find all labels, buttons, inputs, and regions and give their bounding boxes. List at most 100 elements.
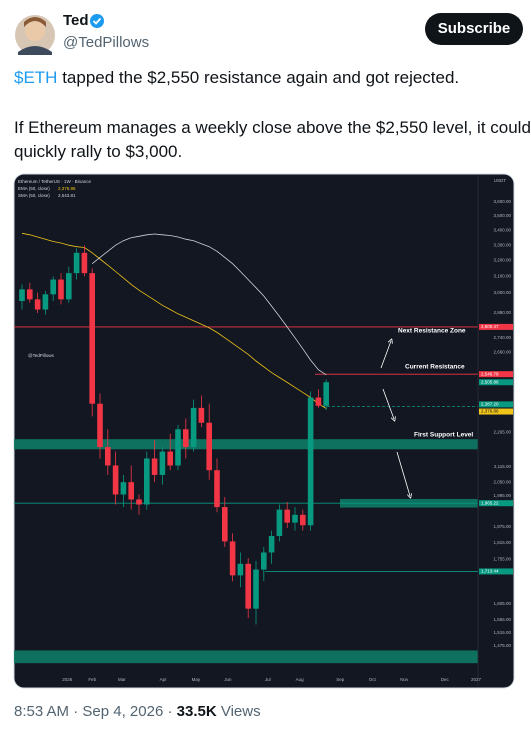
y-tick-label: 2,265.00 — [493, 430, 511, 435]
price-tag-label: 2,376.86 — [481, 409, 499, 414]
candle-body — [261, 552, 267, 570]
candle-body — [167, 451, 173, 466]
plot: 3,600.00 3,500.00 3,400.00 3,300.00 3,200.00… — [14, 176, 513, 686]
y-tick-label: 2,115.00 — [494, 464, 512, 469]
candle-body — [245, 563, 251, 609]
y-tick-label: 3,300.00 — [493, 242, 511, 247]
y-tick-label: 3,500.00 — [493, 213, 511, 218]
candle-body — [159, 451, 166, 475]
legend-value: 2,543.81 — [58, 193, 76, 198]
annotation: Current Resistance — [405, 364, 465, 371]
candle-body — [300, 514, 306, 526]
y-tick-label: 3,400.00 — [493, 228, 511, 233]
y-tick-label: 1,995.00 — [493, 493, 511, 498]
x-tick-label: Jul — [265, 677, 271, 682]
price-tag-label: 2,505.86 — [481, 379, 499, 384]
avatar — [15, 15, 55, 55]
y-tick-label: 2,880.00 — [493, 310, 511, 315]
candle-body — [253, 569, 259, 609]
candle-body — [112, 465, 119, 495]
author-name[interactable]: Ted — [63, 12, 89, 29]
y-tick-label: 3,000.00 — [493, 290, 511, 295]
x-tick-label: Mar — [118, 677, 126, 682]
y-tick-label: 1,515.00 — [493, 630, 511, 635]
tweet-text: If Ethereum manages a weekly close above… — [14, 118, 531, 161]
y-tick-label: 1,815.00 — [493, 540, 511, 545]
ma-line — [21, 232, 327, 409]
x-tick-label: 2027 — [471, 677, 482, 682]
y-tick-label: 3,200.00 — [493, 258, 511, 263]
text: tapped the $2,550 resistance again and g… — [57, 68, 460, 87]
currency-label: USDT — [494, 178, 507, 183]
ma-line — [91, 233, 327, 376]
price-tag — [479, 568, 513, 575]
y-tick-label: 2,050.00 — [493, 479, 511, 484]
candle-body — [136, 499, 142, 505]
zone — [14, 439, 478, 450]
candle-body — [27, 289, 33, 300]
y-tick-label: 1,755.00 — [493, 557, 511, 562]
candle-body — [89, 273, 95, 404]
views-count: 33.5K — [176, 703, 217, 720]
legend-name: EMA (50, close) — [18, 186, 50, 191]
x-tick-label: 2026 — [62, 677, 73, 682]
price-tag-label: 2,546.78 — [481, 371, 499, 376]
y-tick-label: 3,600.00 — [493, 199, 511, 204]
annotation: First Support Level — [414, 432, 473, 439]
candle-body — [19, 289, 25, 302]
zone — [14, 650, 478, 664]
x-tick-label: Dec — [441, 677, 450, 682]
price-tag — [479, 408, 513, 415]
candle-body — [50, 279, 56, 295]
legend-value: 2,376.86 — [58, 186, 76, 191]
candle-body — [237, 563, 244, 576]
y-tick-label: 2,660.00 — [493, 350, 511, 355]
price-tag-label: 2,800.47 — [481, 324, 499, 329]
candle-body — [190, 407, 197, 448]
y-tick-label: 3,100.00 — [493, 274, 511, 279]
price-tag-label: 1,713.44 — [481, 569, 499, 574]
candle-body — [307, 397, 314, 526]
candle-body — [42, 294, 49, 310]
candle-body — [73, 252, 80, 274]
x-tick-label: Feb — [88, 677, 96, 682]
candle-body — [175, 429, 181, 466]
candle-body — [315, 397, 322, 406]
candle-body — [81, 252, 88, 274]
verified-badge — [90, 14, 104, 28]
watermark: @TedPillows — [28, 353, 55, 358]
candle-body — [66, 273, 72, 300]
time[interactable]: 8:53 AM — [14, 703, 70, 720]
chart-image — [13, 173, 515, 689]
cashtag[interactable]: $ETH — [14, 68, 58, 87]
y-tick-label: 1,475.00 — [493, 643, 511, 648]
price-tag — [479, 379, 513, 386]
candle-body — [323, 382, 329, 406]
x-tick-label: Oct — [369, 677, 377, 682]
date[interactable]: Sep 4, 2026 — [82, 703, 164, 720]
candle-body — [222, 507, 228, 542]
candle-body — [268, 535, 275, 553]
candle-body — [151, 458, 158, 475]
author-handle[interactable]: @TedPillows — [63, 34, 150, 51]
tweet-text: $ETH tapped the $2,550 resistance again … — [14, 66, 531, 90]
candle-body — [97, 403, 103, 448]
x-tick-label: Nov — [400, 677, 409, 682]
candle-body — [183, 429, 189, 448]
x-tick-label: Jun — [224, 677, 232, 682]
price-tag — [479, 401, 513, 408]
candle-body — [214, 470, 220, 508]
x-tick-label: May — [192, 677, 201, 682]
candle-body — [284, 509, 290, 523]
candle-body — [34, 299, 41, 310]
candle-body — [105, 447, 111, 466]
price-tag — [479, 371, 513, 378]
x-tick-label: Aug — [296, 677, 305, 682]
subscribe-button[interactable]: Subscribe — [425, 13, 523, 45]
tweet-footer: 8:53 AM · Sep 4, 2026 · 33.5K Views — [14, 703, 261, 720]
candle-body — [128, 482, 134, 500]
candle-body — [58, 279, 64, 300]
price-tag-label: 2,387.20 — [481, 402, 499, 407]
chart-title: Ethereum / TetherUS · 1W · Binance — [18, 179, 91, 184]
